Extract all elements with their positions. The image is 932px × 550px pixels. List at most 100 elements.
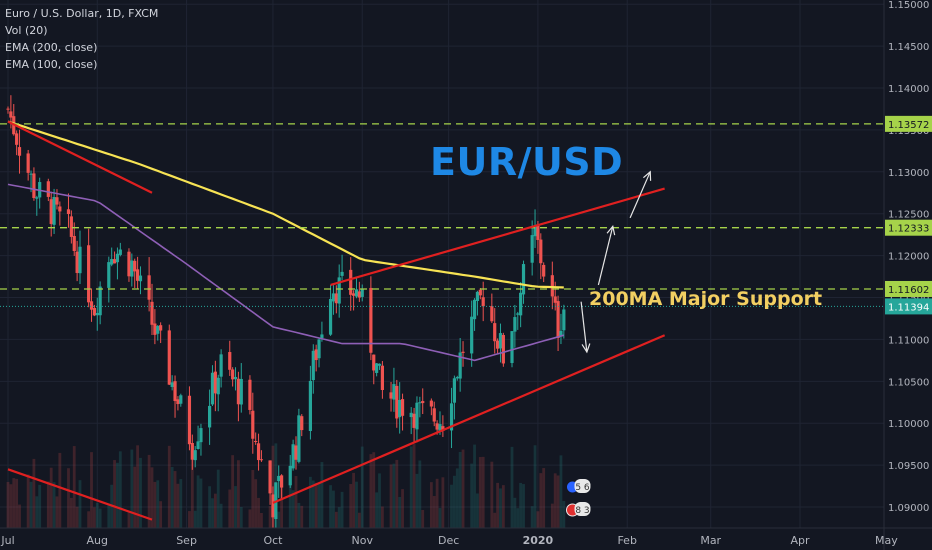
candle-body	[29, 173, 33, 175]
candle-body	[112, 259, 117, 264]
candle-body	[199, 428, 203, 443]
candle-body	[308, 380, 312, 432]
volume-bar	[46, 481, 50, 528]
candle-body	[398, 399, 402, 418]
candle-body	[542, 264, 546, 277]
volume-bar	[409, 446, 413, 528]
volume-bar	[213, 493, 217, 528]
candle-body	[432, 408, 436, 422]
volume-bar	[441, 477, 445, 528]
candlesticks	[6, 95, 566, 535]
candle-body	[130, 260, 134, 277]
candle-body	[147, 275, 151, 300]
candle-body	[6, 108, 10, 110]
candle-body	[231, 369, 235, 380]
price-badge-label: 1.11394	[888, 302, 929, 313]
volume-bar	[375, 492, 379, 528]
candle-body	[138, 275, 143, 282]
volume-bar	[392, 463, 396, 528]
candle-body	[496, 340, 500, 349]
volume-bar	[300, 505, 304, 528]
volume-bar	[309, 476, 312, 528]
volume-bar	[257, 497, 260, 528]
volume-bar	[291, 490, 295, 528]
price-badge-label: 1.11602	[888, 285, 929, 296]
candle-body	[219, 354, 223, 377]
ema100-line[interactable]: EMA (100, close)	[5, 58, 98, 71]
candle-body	[377, 363, 382, 366]
trendlines	[7, 120, 666, 521]
volume-bar	[510, 446, 514, 528]
candle-body	[311, 350, 315, 381]
candle-body	[248, 379, 252, 410]
candle-body	[69, 216, 73, 237]
volume-bar	[355, 481, 358, 528]
volume-bar	[349, 484, 353, 528]
candle-body	[334, 293, 338, 304]
candle-body	[418, 402, 422, 404]
volume-bar	[435, 478, 439, 528]
volume-bar	[317, 483, 321, 528]
arrow-head	[643, 170, 652, 181]
candle-body	[380, 365, 384, 390]
volume-bar	[78, 480, 82, 528]
volume-bar	[176, 483, 180, 528]
volume-bar	[9, 484, 13, 528]
candle-body	[455, 377, 459, 379]
candle-body	[277, 475, 281, 482]
candle-body	[52, 196, 56, 225]
volume-bar	[357, 512, 361, 528]
volume-bar	[147, 454, 151, 528]
candle-body	[337, 277, 341, 304]
volume-bar	[156, 480, 160, 528]
volume-bar	[429, 482, 433, 528]
vol-line[interactable]: Vol (20)	[5, 24, 48, 37]
price-badge	[885, 219, 932, 236]
candle-body	[75, 251, 79, 273]
candle-body	[190, 442, 194, 460]
volume-bar	[389, 464, 393, 528]
ema200-line	[7, 120, 564, 289]
volume-bar	[352, 472, 355, 528]
candle-body	[493, 323, 497, 342]
volume-bar	[188, 511, 191, 528]
x-tick-label: Mar	[700, 534, 721, 547]
volume-bar	[133, 466, 137, 528]
volume-bar	[98, 508, 102, 528]
volume-bar	[228, 489, 232, 528]
volume-bar	[32, 458, 36, 528]
candle-body	[72, 236, 76, 251]
badge-count-text: 5 6	[575, 483, 590, 493]
ema200-line[interactable]: EMA (200, close)	[5, 41, 98, 54]
candle-body	[288, 465, 292, 486]
candle-body	[354, 289, 359, 297]
volume-bar	[35, 496, 39, 528]
candle-body	[320, 334, 324, 339]
candle-body	[470, 316, 474, 354]
volume-bar	[87, 511, 91, 528]
volume-bar	[329, 485, 332, 528]
candle-body	[521, 264, 526, 295]
candle-body	[179, 395, 183, 404]
volume-bar	[455, 468, 459, 528]
event-badge-bottom: 8 3	[565, 502, 591, 517]
candle-body	[89, 301, 94, 310]
y-tick-label: 1.12500	[888, 210, 929, 221]
event-badges[interactable]: 5 6 8 3	[565, 479, 591, 517]
candle-body	[513, 317, 517, 332]
candle-body	[498, 333, 503, 349]
volume-bar	[136, 445, 139, 528]
candle-body	[340, 271, 344, 276]
candle-body	[251, 410, 255, 439]
candle-body	[170, 382, 174, 387]
volume-bar	[470, 463, 474, 528]
symbol-line[interactable]: Euro / U.S. Dollar, 1D, FXCM	[5, 7, 159, 20]
candle-body	[438, 424, 442, 432]
trendline	[7, 120, 153, 194]
ema100-line	[7, 183, 565, 362]
event-badge-top: 5 6	[565, 479, 591, 494]
volume-bar	[438, 508, 442, 528]
volume-bar	[501, 485, 505, 528]
arrow-shaft	[580, 301, 588, 353]
